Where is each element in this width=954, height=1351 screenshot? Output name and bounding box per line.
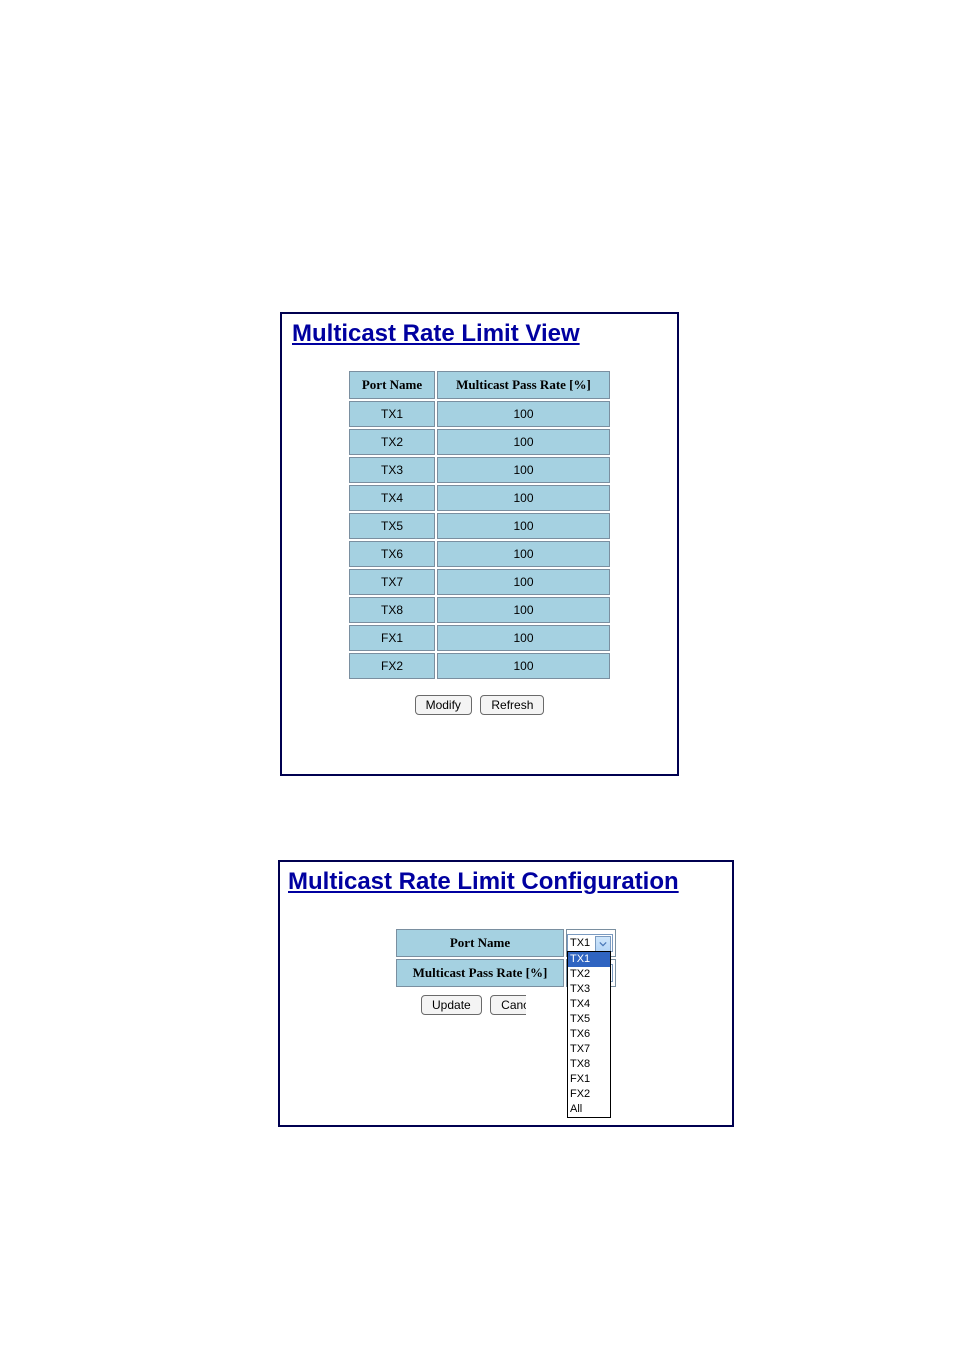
config-form-wrap: Port Name TX1 TX1TX2TX3TX4TX5TX6TX7TX8FX… (391, 927, 621, 989)
refresh-button[interactable]: Refresh (480, 695, 544, 715)
config-title: Multicast Rate Limit Configuration (288, 868, 724, 897)
col-multicast-pass-rate: Multicast Pass Rate [%] (437, 371, 610, 399)
port-option[interactable]: FX1 (568, 1072, 610, 1087)
config-label-port-name: Port Name (396, 929, 564, 957)
table-row: TX5100 (349, 513, 610, 539)
rate-value-cell: 100 (437, 625, 610, 651)
port-option[interactable]: TX7 (568, 1042, 610, 1057)
port-option[interactable]: TX6 (568, 1027, 610, 1042)
rate-value-cell: 100 (437, 513, 610, 539)
table-row: TX4100 (349, 485, 610, 511)
table-row: TX1100 (349, 401, 610, 427)
view-button-row: Modify Refresh (282, 695, 677, 715)
port-name-cell: TX8 (349, 597, 435, 623)
port-option[interactable]: FX2 (568, 1087, 610, 1102)
port-name-cell: TX2 (349, 429, 435, 455)
port-option[interactable]: TX3 (568, 982, 610, 997)
multicast-rate-limit-view-panel: Multicast Rate Limit View Port Name Mult… (280, 312, 679, 776)
port-option[interactable]: TX8 (568, 1057, 610, 1072)
rate-value-cell: 100 (437, 485, 610, 511)
port-name-cell: FX2 (349, 653, 435, 679)
port-name-cell: TX4 (349, 485, 435, 511)
cancel-button[interactable]: Cancel (490, 995, 526, 1015)
port-name-select[interactable]: TX1 TX1TX2TX3TX4TX5TX6TX7TX8FX1FX2All (567, 934, 611, 952)
rate-value-cell: 100 (437, 541, 610, 567)
rate-value-cell: 100 (437, 457, 610, 483)
table-row: TX6100 (349, 541, 610, 567)
modify-button[interactable]: Modify (415, 695, 472, 715)
port-option[interactable]: TX4 (568, 997, 610, 1012)
port-name-cell: TX6 (349, 541, 435, 567)
rate-value-cell: 100 (437, 401, 610, 427)
table-row: TX8100 (349, 597, 610, 623)
port-name-cell: TX7 (349, 569, 435, 595)
table-row: TX7100 (349, 569, 610, 595)
col-port-name: Port Name (349, 371, 435, 399)
rate-value-cell: 100 (437, 569, 610, 595)
table-row: TX2100 (349, 429, 610, 455)
update-button[interactable]: Update (421, 995, 482, 1015)
chevron-down-icon[interactable] (595, 936, 611, 952)
port-option[interactable]: TX5 (568, 1012, 610, 1027)
table-row: FX1100 (349, 625, 610, 651)
config-port-select-cell: TX1 TX1TX2TX3TX4TX5TX6TX7TX8FX1FX2All (566, 929, 616, 957)
view-title: Multicast Rate Limit View (292, 320, 667, 349)
rate-limit-table: Port Name Multicast Pass Rate [%] TX1100… (347, 369, 612, 681)
port-name-cell: TX1 (349, 401, 435, 427)
port-option[interactable]: TX2 (568, 967, 610, 982)
port-name-select-display[interactable]: TX1 (567, 934, 613, 952)
port-option[interactable]: All (568, 1102, 610, 1117)
port-option[interactable]: TX1 (568, 952, 610, 967)
rate-value-cell: 100 (437, 653, 610, 679)
rate-value-cell: 100 (437, 597, 610, 623)
port-name-cell: TX3 (349, 457, 435, 483)
config-table: Port Name TX1 TX1TX2TX3TX4TX5TX6TX7TX8FX… (394, 927, 618, 989)
port-name-selected-value: TX1 (570, 937, 590, 949)
port-name-cell: FX1 (349, 625, 435, 651)
config-button-row: Update Cancel (419, 995, 526, 1015)
multicast-rate-limit-config-panel: Multicast Rate Limit Configuration Port … (278, 860, 734, 1127)
rate-value-cell: 100 (437, 429, 610, 455)
table-row: FX2100 (349, 653, 610, 679)
port-name-dropdown-list[interactable]: TX1TX2TX3TX4TX5TX6TX7TX8FX1FX2All (567, 951, 611, 1118)
config-label-rate: Multicast Pass Rate [%] (396, 959, 564, 987)
table-row: TX3100 (349, 457, 610, 483)
port-name-cell: TX5 (349, 513, 435, 539)
